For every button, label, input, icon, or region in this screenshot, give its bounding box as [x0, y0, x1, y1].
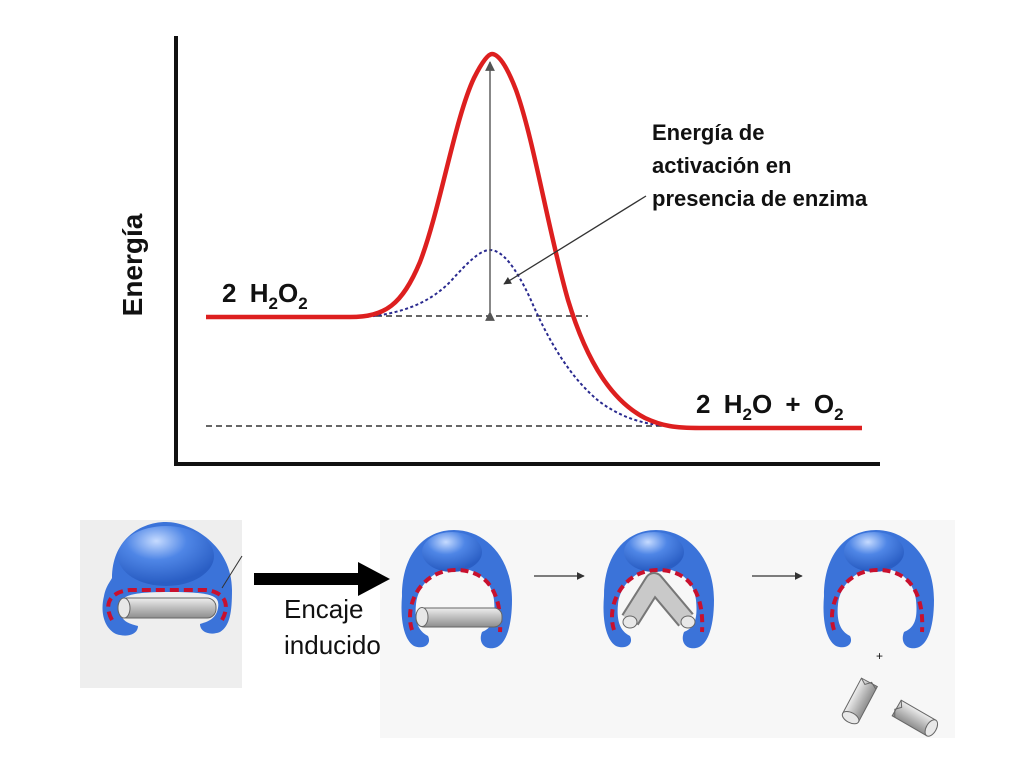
enzyme-dome-highlight	[624, 532, 684, 572]
substrate-rod	[415, 607, 503, 628]
enzyme-dome-highlight	[118, 526, 214, 586]
substrate-rod	[117, 597, 217, 619]
enzyme-dome-highlight	[422, 532, 482, 572]
substrate-rod-end	[680, 615, 696, 629]
annotation-line-2: activación en	[652, 153, 791, 178]
induced-fit-label: Encaje inducido	[284, 594, 381, 660]
substrate-rod-end	[622, 615, 638, 629]
y-axis-label: Energía	[117, 213, 148, 316]
energy-diagram: Energía Energía de activación en presenc…	[117, 36, 880, 466]
annotation-line-1: Energía de	[652, 120, 764, 145]
enzyme-open-substrate	[401, 530, 512, 649]
enzyme-released-products: +	[823, 530, 939, 737]
annotation-text: Energía de activación en presencia de en…	[652, 120, 868, 211]
catalyzed-curve	[339, 248, 691, 428]
induced-fit-label-line-2: inducido	[284, 630, 381, 660]
product-label: 2 H2O + O2	[696, 389, 844, 424]
induced-fit-arrow	[254, 562, 390, 596]
active-site-outline	[609, 567, 705, 633]
enzyme-dome-highlight	[844, 532, 904, 572]
pointer-line	[221, 555, 243, 589]
induced-fit-strip: Encaje inducido	[80, 520, 955, 738]
plus-sign: +	[876, 649, 883, 663]
substrate-rod-end	[415, 607, 429, 627]
enzyme-with-substrate	[102, 522, 243, 636]
enzyme-bent-substrate	[603, 530, 714, 649]
induced-fit-label-line-1: Encaje	[284, 594, 364, 624]
annotation-line-3: presencia de enzima	[652, 186, 868, 211]
substrate-rod-end	[117, 597, 131, 619]
active-site-outline	[407, 567, 503, 633]
reactant-label: 2 H2O2	[222, 278, 308, 313]
product-fragment	[841, 677, 879, 725]
active-site-outline	[829, 567, 925, 633]
annotation-pointer	[503, 195, 647, 285]
uncatalyzed-curve	[206, 51, 862, 431]
product-fragment	[891, 699, 939, 737]
